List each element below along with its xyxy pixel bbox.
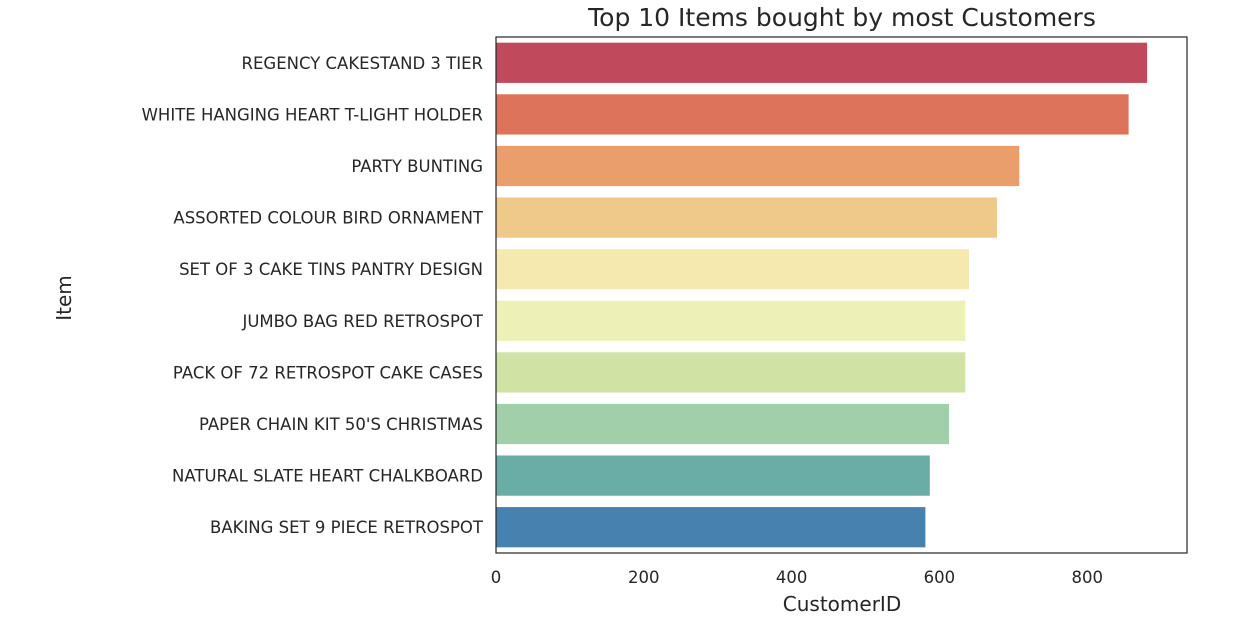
x-tick-label-200: 200: [628, 568, 660, 587]
x-axis-label: CustomerID: [783, 592, 901, 616]
x-tick-label-600: 600: [924, 568, 956, 587]
chart-title: Top 10 Items bought by most Customers: [587, 3, 1096, 32]
bar-10: [496, 507, 926, 548]
bar-6: [496, 300, 966, 341]
y-tick-label-9: NATURAL SLATE HEART CHALKBOARD: [172, 467, 483, 486]
bar-9: [496, 455, 930, 496]
y-tick-label-4: ASSORTED COLOUR BIRD ORNAMENT: [173, 209, 484, 228]
y-axis-label: Item: [52, 275, 76, 321]
y-tick-label-6: JUMBO BAG RED RETROSPOT: [241, 312, 483, 331]
y-tick-label-2: WHITE HANGING HEART T-LIGHT HOLDER: [142, 105, 483, 124]
y-tick-labels: REGENCY CAKESTAND 3 TIER WHITE HANGING HE…: [142, 54, 484, 537]
bars-group: [496, 42, 1148, 548]
bar-1: [496, 42, 1148, 83]
y-tick-label-5: SET OF 3 CAKE TINS PANTRY DESIGN: [179, 260, 483, 279]
x-tick-label-800: 800: [1071, 568, 1103, 587]
x-tick-label-0: 0: [491, 568, 502, 587]
bar-8: [496, 403, 950, 445]
bar-3: [496, 145, 1020, 187]
bar-5: [496, 249, 969, 290]
y-tick-label-8: PAPER CHAIN KIT 50'S CHRISTMAS: [199, 415, 483, 434]
x-axis-ticks: 0 200 400 600 800: [491, 568, 1103, 587]
bar-7: [496, 352, 966, 393]
x-tick-label-400: 400: [776, 568, 808, 587]
y-tick-label-1: REGENCY CAKESTAND 3 TIER: [242, 54, 483, 73]
y-tick-label-7: PACK OF 72 RETROSPOT CAKE CASES: [173, 363, 483, 382]
bar-4: [496, 197, 998, 238]
plot-frame: [495, 36, 1188, 554]
bar-2: [496, 94, 1129, 135]
y-tick-label-10: BAKING SET 9 PIECE RETROSPOT: [210, 518, 484, 537]
y-tick-label-3: PARTY BUNTING: [351, 157, 483, 176]
